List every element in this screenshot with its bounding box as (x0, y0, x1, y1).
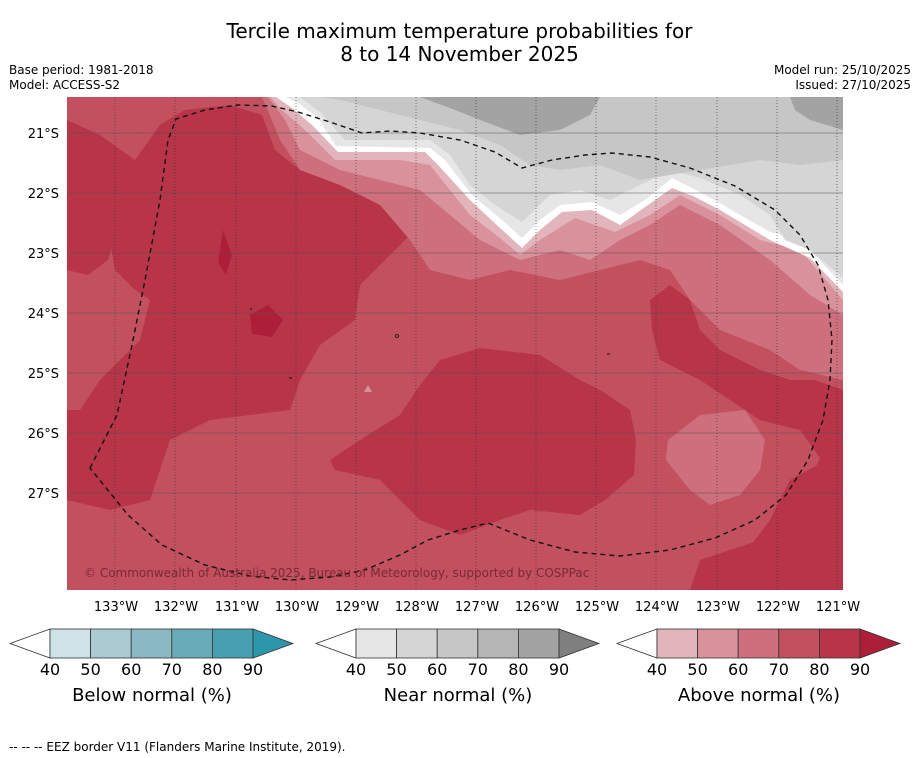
contour-above-90-blob-a (218, 230, 232, 275)
colorbar-arrow-low (615, 628, 658, 659)
colorbar-segment (737, 628, 780, 659)
colorbar-segment (355, 628, 397, 659)
contour-above-80-90-se (720, 458, 843, 590)
contour-above-80-90-edge (67, 130, 120, 275)
lon-label-121w: 121°W (816, 600, 860, 615)
meta-right: Model run: 25/10/2025 Issued: 27/10/2025 (774, 63, 911, 93)
lon-label-123w: 123°W (696, 600, 740, 615)
lon-label-127w: 127°W (455, 600, 499, 615)
contour-above-80-90-south (330, 348, 636, 535)
colorbar-tick-label: 80 (508, 660, 528, 679)
model-name: Model: ACCESS-S2 (9, 78, 121, 92)
colorbar-arrow-low (8, 628, 51, 659)
colorbar-tick-label: 90 (243, 660, 263, 679)
lat-label-22s: 22°S (28, 187, 59, 202)
colorbar-segment (477, 628, 519, 659)
colorbar-tick-label: 40 (346, 660, 366, 679)
contour-small-patch (364, 385, 372, 392)
base-period: Base period: 1981-2018 (9, 63, 154, 77)
colorbar-tick-label: 60 (427, 660, 447, 679)
colorbar-arrow-high (558, 628, 601, 659)
colorbar-arrow-low (314, 628, 357, 659)
colorbar-tick-label: 70 (162, 660, 182, 679)
colorbar-label-above: Above normal (%) (677, 685, 841, 706)
colorbar-tick-label: 50 (386, 660, 406, 679)
colorbar-segment (697, 628, 739, 659)
colorbar-tick-label: 40 (647, 660, 667, 679)
lon-label-124w: 124°W (635, 600, 679, 615)
lat-label-27s: 27°S (28, 487, 59, 502)
colorbar-label-below: Below normal (%) (72, 685, 232, 706)
lon-label-128w: 128°W (395, 600, 439, 615)
map-title-line2: 8 to 14 November 2025 (340, 42, 579, 66)
lon-label-133w: 133°W (94, 600, 138, 615)
colorbar-tick-label: 50 (80, 660, 100, 679)
colorbar-tick-label: 90 (549, 660, 569, 679)
colorbar-segment (211, 628, 254, 659)
lat-labels: 21°S 22°S 23°S 24°S 25°S 26°S 27°S (28, 127, 59, 502)
map-title-line1: Tercile maximum temperature probabilitie… (226, 19, 693, 43)
lon-label-126w: 126°W (515, 600, 559, 615)
lat-gridlines (67, 132, 843, 494)
contour-near-60-70 (320, 97, 843, 180)
lat-label-21s: 21°S (28, 127, 59, 142)
copyright-text: © Commonwealth of Australia 2025, Bureau… (84, 566, 589, 580)
colorbar-tick-label: 80 (809, 660, 829, 679)
contour-above-80-90-west (67, 105, 415, 510)
colorbar-tick-label: 90 (850, 660, 870, 679)
colorbar-segment (49, 628, 91, 659)
colorbar-segment (819, 628, 861, 659)
lon-label-129w: 129°W (335, 600, 379, 615)
footer-eez-note: -- -- -- EEZ border V11 (Flanders Marine… (9, 740, 346, 754)
colorbar-segment (778, 628, 820, 659)
lon-label-125w: 125°W (575, 600, 619, 615)
colorbar-above-normal: 40 50 60 70 80 90 (615, 628, 902, 679)
lon-label-131w: 131°W (215, 600, 259, 615)
colorbar-tick-label: 70 (468, 660, 488, 679)
lon-gridlines (114, 97, 838, 590)
lat-label-25s: 25°S (28, 367, 59, 382)
colorbar-segment (656, 628, 698, 659)
island-marker (395, 334, 399, 338)
lon-labels: 133°W 132°W 131°W 130°W 129°W 128°W 127°… (94, 600, 860, 615)
meta-left: Base period: 1981-2018 Model: ACCESS-S2 (9, 63, 154, 93)
colorbar-segment (396, 628, 438, 659)
lon-label-122w: 122°W (756, 600, 800, 615)
colorbar-segment (171, 628, 213, 659)
issued-date: Issued: 27/10/2025 (795, 78, 911, 92)
lon-label-132w: 132°W (154, 600, 198, 615)
colorbar-segment (436, 628, 479, 659)
colorbar-segment (518, 628, 560, 659)
colorbar-arrow-high (252, 628, 295, 659)
eez-border (89, 104, 833, 581)
colorbar-tick-label: 70 (769, 660, 789, 679)
lat-label-26s: 26°S (28, 427, 59, 442)
colorbar-arrow-high (859, 628, 902, 659)
contour-above-60-70-patch (666, 410, 765, 505)
colorbar-tick-label: 60 (728, 660, 748, 679)
colorbar-below-normal: 40 50 60 70 80 90 (8, 628, 295, 679)
colorbar-tick-label: 60 (121, 660, 141, 679)
model-run: Model run: 25/10/2025 (773, 63, 911, 77)
lat-label-23s: 23°S (28, 247, 59, 262)
colorbar-segment (130, 628, 173, 659)
colorbar-tick-label: 40 (40, 660, 60, 679)
lat-label-24s: 24°S (28, 307, 59, 322)
map-area (67, 97, 843, 590)
lon-label-130w: 130°W (275, 600, 319, 615)
colorbar-label-near: Near normal (%) (383, 685, 533, 706)
colorbar-tick-label: 80 (202, 660, 222, 679)
colorbar-tick-label: 50 (687, 660, 707, 679)
colorbar-segment (90, 628, 132, 659)
colorbar-near-normal: 40 50 60 70 80 90 (314, 628, 601, 679)
contour-near-70-80-a (420, 97, 600, 135)
contour-near-70-80-b (790, 97, 843, 130)
